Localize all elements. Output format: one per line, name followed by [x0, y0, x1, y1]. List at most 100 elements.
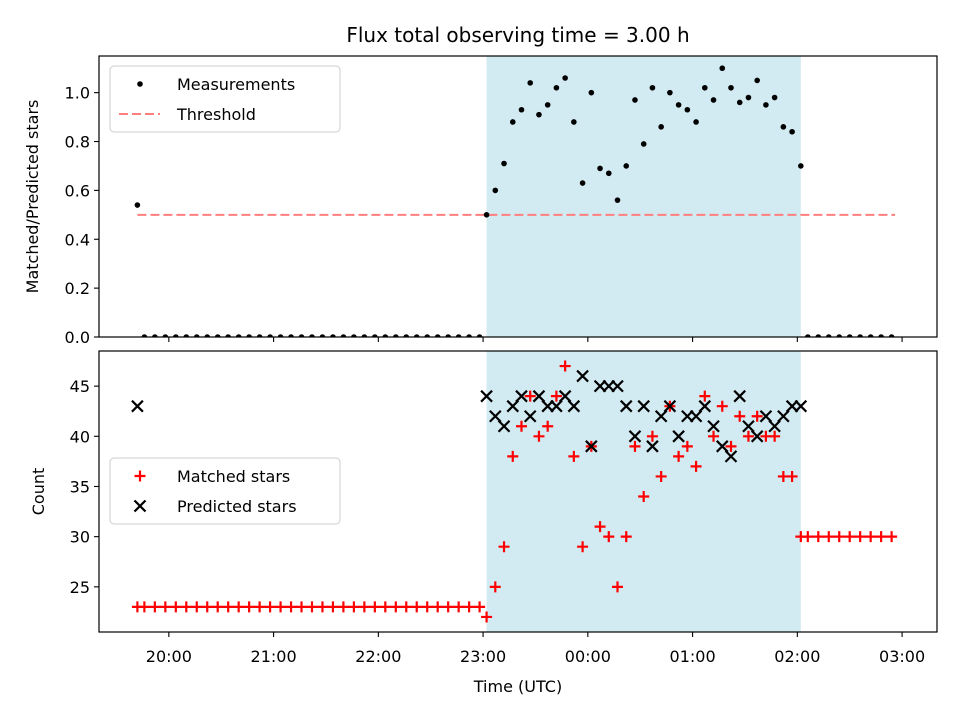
- matched-star-marker: [550, 390, 562, 402]
- measurement-point: [424, 334, 431, 337]
- x-tick-label: 22:00: [355, 647, 401, 666]
- measurement-point: [372, 334, 378, 337]
- measurement-point: [152, 334, 158, 337]
- legend-label: Measurements: [177, 75, 295, 94]
- measurement-point: [658, 124, 664, 130]
- measurement-point: [466, 334, 472, 337]
- predicted-star-marker: [558, 389, 572, 403]
- matched-star-marker: [275, 601, 287, 613]
- measurement-point: [825, 334, 832, 337]
- y-tick-label: 30: [70, 528, 90, 547]
- legend-box: [109, 65, 341, 133]
- count-panel: 25 30 35 40 45 20:00 21:00 22:00 23:00 00:00 01:00…: [29, 350, 938, 666]
- predicted-star-marker: [724, 450, 738, 463]
- matched-star-marker: [708, 430, 720, 442]
- y-tick-label: 0.4: [65, 230, 90, 249]
- measurement-point: [867, 334, 874, 337]
- measurement-point: [298, 334, 305, 337]
- measurement-point: [579, 180, 586, 186]
- predicted-star-marker: [637, 399, 650, 413]
- predicted-star-marker: [698, 399, 712, 413]
- measurement-point: [501, 160, 507, 167]
- measurement-point: [888, 334, 895, 337]
- predicted-star-marker: [131, 399, 144, 413]
- matched-star-marker: [646, 430, 658, 442]
- legend-marker-matched: [134, 470, 146, 482]
- matched-star-marker: [348, 601, 360, 613]
- matched-star-marker: [296, 601, 308, 613]
- measurement-point: [518, 106, 525, 113]
- measurement-point: [340, 334, 347, 337]
- measurement-point: [277, 334, 284, 337]
- measurement-point: [857, 334, 863, 337]
- measurement-point: [214, 334, 221, 337]
- matched-star-marker: [233, 601, 245, 613]
- matched-star-marker: [812, 531, 824, 543]
- matched-star-marker: [170, 601, 182, 613]
- measurement-point: [846, 334, 853, 337]
- predicted-star-marker: [497, 419, 511, 433]
- measurement-point: [351, 334, 357, 337]
- measurement-point: [536, 111, 542, 118]
- matched-star-marker: [421, 601, 433, 613]
- matched-star-marker: [725, 440, 737, 452]
- measurement-point: [588, 89, 595, 96]
- measurement-point: [445, 334, 451, 337]
- x-axis-label: Time (UTC): [473, 677, 562, 696]
- matched-star-marker: [716, 400, 728, 412]
- matched-star-marker: [474, 601, 486, 613]
- measurement-point: [434, 334, 441, 337]
- matched-star-marker: [191, 601, 203, 613]
- measurement-point: [309, 334, 315, 337]
- x-tick-label: 03:00: [879, 647, 925, 666]
- predicted-star-marker: [611, 379, 624, 393]
- x-tick-label: 00:00: [565, 647, 611, 666]
- predicted-star-marker: [777, 409, 790, 423]
- matched-star-marker: [833, 531, 845, 543]
- measurement-point: [815, 334, 822, 337]
- matched-star-marker: [681, 440, 693, 452]
- measurement-point: [597, 165, 603, 172]
- legend-label: Matched stars: [177, 467, 290, 486]
- matched-star-marker: [285, 601, 297, 613]
- measurement-point: [225, 334, 231, 337]
- measurement-point: [141, 334, 148, 337]
- predicted-star-marker: [585, 440, 598, 453]
- y-axis-label: Count: [29, 468, 48, 516]
- measurement-point: [413, 334, 420, 337]
- x-tick-label: 23:00: [460, 647, 506, 666]
- y-tick-label: 45: [70, 377, 90, 396]
- x-tick-label: 02:00: [774, 647, 820, 666]
- matched-star-marker: [734, 410, 746, 422]
- matched-star-marker: [327, 601, 339, 613]
- matched-star-marker: [358, 601, 370, 613]
- matched-star-marker: [568, 450, 580, 462]
- measurement-point: [736, 99, 743, 106]
- measurement-point: [571, 119, 577, 125]
- chart-title: Flux total observing time = 3.00 h: [346, 23, 689, 47]
- measurement-point: [702, 84, 708, 91]
- matched-star-marker: [212, 601, 224, 613]
- predicted-star-marker: [480, 389, 493, 403]
- measurement-point: [509, 119, 516, 125]
- legend-box: [109, 457, 341, 525]
- matched-star-marker: [577, 541, 589, 553]
- matched-star-marker: [442, 601, 454, 613]
- measurement-point: [553, 84, 560, 91]
- predicted-star-marker: [550, 399, 563, 413]
- measurement-point: [382, 334, 389, 337]
- matched-star-marker: [769, 430, 781, 442]
- measurement-point: [754, 77, 760, 84]
- matched-star-marker: [254, 601, 266, 613]
- predicted-star-marker: [750, 430, 764, 443]
- predicted-star-marker: [759, 409, 773, 423]
- matched-star-marker: [463, 601, 475, 613]
- measurement-point: [675, 102, 682, 108]
- predicted-star-marker: [768, 419, 781, 433]
- y-tick-label: 0.8: [65, 133, 90, 152]
- matched-star-marker: [594, 521, 606, 533]
- matched-star-marker: [751, 410, 763, 422]
- matched-star-marker: [306, 601, 318, 613]
- measurement-point: [710, 97, 717, 103]
- measurement-point: [649, 84, 656, 91]
